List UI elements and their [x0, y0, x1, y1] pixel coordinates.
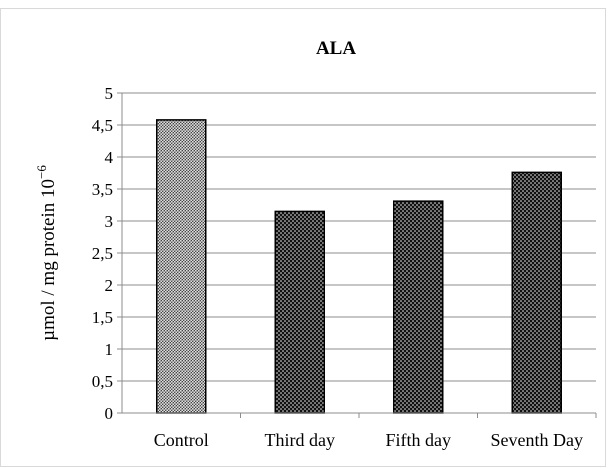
y-tick-label: 2,5 — [92, 244, 113, 263]
bar-seventh-day — [511, 171, 562, 414]
y-tick-label: 4 — [105, 148, 114, 167]
y-axis-label-exponent: −6 — [34, 165, 49, 179]
y-tick-label: 1 — [105, 340, 114, 359]
y-tick-label: 0 — [105, 404, 114, 423]
y-axis-ticks: 0 0,5 1 1,5 2 2,5 3 3,5 4 4,5 5 — [92, 84, 122, 423]
y-tick-label: 1,5 — [92, 308, 113, 327]
y-axis-label-text: µmol / mg protein 10 — [38, 179, 59, 341]
x-category-label: Seventh Day — [491, 430, 583, 450]
y-tick-label: 4,5 — [92, 116, 113, 135]
bars — [156, 119, 562, 414]
y-tick-label: 5 — [105, 84, 114, 103]
chart-title: ALA — [316, 38, 356, 59]
y-tick-label: 2 — [105, 276, 114, 295]
bar-third-day — [274, 210, 325, 414]
y-tick-label: 3 — [105, 212, 114, 231]
x-category-label: Control — [154, 430, 209, 450]
bar-control — [156, 119, 207, 414]
x-category-label: Fifth day — [386, 430, 452, 450]
x-category-label: Third day — [265, 430, 335, 450]
x-axis-categories: Control Third day Fifth day Seventh Day — [154, 413, 597, 450]
y-tick-label: 3,5 — [92, 180, 113, 199]
y-axis-label: µmol / mg protein 10−6 — [34, 165, 59, 341]
y-tick-label: 0,5 — [92, 372, 113, 391]
bar-fifth-day — [393, 200, 444, 414]
